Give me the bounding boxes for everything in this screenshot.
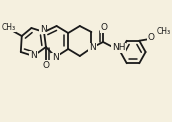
Text: N: N bbox=[40, 25, 46, 34]
Text: CH₃: CH₃ bbox=[157, 27, 171, 36]
Text: O: O bbox=[100, 24, 108, 32]
Text: O: O bbox=[148, 32, 155, 41]
Text: O: O bbox=[42, 61, 49, 70]
Text: N: N bbox=[89, 44, 96, 52]
Text: N: N bbox=[30, 51, 37, 61]
Text: CH₃: CH₃ bbox=[1, 22, 15, 31]
Text: NH: NH bbox=[112, 44, 125, 52]
Text: N: N bbox=[52, 54, 59, 62]
